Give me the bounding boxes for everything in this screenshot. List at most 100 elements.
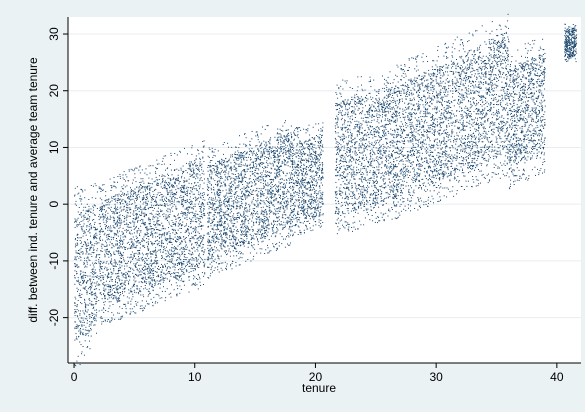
data-point [121, 265, 123, 267]
data-point [117, 248, 119, 249]
data-point [108, 307, 110, 309]
data-point [228, 171, 230, 173]
data-point [147, 250, 149, 251]
data-point [179, 277, 180, 279]
data-point [284, 218, 286, 220]
data-point [213, 240, 215, 242]
data-point [88, 218, 90, 220]
data-point [212, 205, 214, 206]
data-point [84, 318, 86, 320]
data-point [130, 226, 132, 228]
data-point [196, 249, 198, 250]
data-point [201, 163, 203, 165]
data-point [140, 264, 142, 266]
data-point [142, 203, 144, 205]
data-point [113, 297, 115, 299]
data-point [272, 165, 274, 167]
data-point [81, 303, 83, 305]
data-point [89, 216, 91, 218]
data-point [156, 196, 158, 198]
data-point [186, 248, 188, 250]
data-point [88, 304, 90, 306]
data-point [140, 294, 142, 296]
data-point [144, 216, 146, 218]
data-point [115, 279, 116, 281]
data-point [86, 250, 88, 252]
data-point [251, 202, 253, 204]
data-point [270, 185, 272, 187]
data-point [108, 294, 109, 295]
data-point [251, 185, 253, 187]
data-point [246, 238, 248, 240]
data-point [273, 178, 275, 180]
data-point [210, 212, 212, 214]
data-point [119, 283, 121, 285]
data-point [214, 192, 215, 194]
data-point [181, 200, 183, 202]
data-point [120, 253, 122, 255]
data-point [164, 300, 166, 302]
data-point [114, 265, 116, 267]
data-point [201, 240, 203, 242]
data-point [195, 218, 197, 220]
data-point [209, 164, 211, 166]
data-point [156, 159, 158, 161]
data-point [180, 275, 182, 277]
data-point [128, 180, 130, 182]
data-point [218, 229, 220, 230]
data-point [121, 285, 123, 287]
data-point [80, 324, 82, 326]
data-point [137, 240, 139, 241]
data-point [209, 239, 210, 241]
data-point [118, 272, 120, 274]
data-point [89, 246, 91, 248]
data-point [239, 189, 241, 191]
data-point [188, 168, 190, 170]
data-point [155, 254, 157, 256]
data-point [85, 229, 87, 231]
data-point [167, 185, 169, 187]
data-point [182, 269, 184, 271]
data-point [229, 212, 231, 214]
data-point [232, 250, 234, 252]
data-point [110, 287, 112, 289]
data-point [108, 276, 110, 278]
data-point [283, 155, 284, 157]
data-point [139, 274, 141, 276]
data-point [165, 259, 167, 261]
data-point [183, 280, 185, 282]
data-point [210, 189, 212, 191]
data-point [289, 145, 291, 147]
data-point [189, 202, 191, 204]
data-point [196, 238, 198, 240]
data-point [236, 205, 237, 207]
data-point [240, 157, 242, 159]
data-point [94, 214, 96, 216]
data-point [216, 193, 218, 195]
data-point [127, 180, 129, 182]
data-point [196, 244, 198, 246]
data-point [86, 266, 88, 268]
data-point [136, 186, 137, 188]
data-point [188, 213, 190, 214]
data-point [154, 200, 155, 202]
data-point [208, 208, 210, 210]
data-point [181, 191, 183, 193]
data-point [183, 199, 185, 201]
data-point [163, 232, 165, 234]
data-point [146, 300, 147, 302]
data-point [280, 143, 282, 145]
data-point [251, 245, 253, 247]
data-point [119, 286, 121, 288]
data-point [156, 204, 158, 206]
data-point [86, 292, 88, 293]
data-point [121, 194, 123, 195]
data-point [262, 237, 264, 239]
data-point [170, 262, 172, 263]
data-point [240, 197, 242, 199]
data-point [163, 286, 164, 288]
data-point [143, 269, 145, 271]
data-point [217, 224, 219, 226]
data-point [124, 265, 126, 267]
data-point [132, 220, 134, 222]
